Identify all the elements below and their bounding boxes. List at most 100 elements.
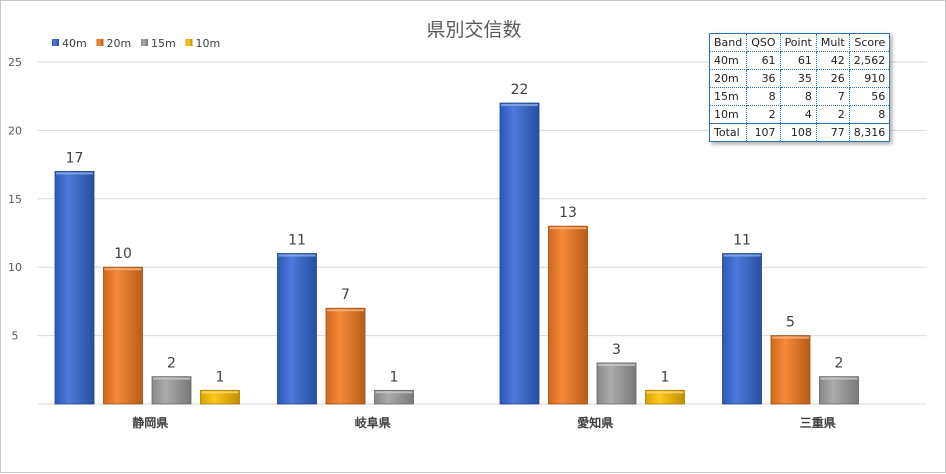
data-label-40m-0: 17 xyxy=(66,150,84,166)
bar-10m-0 xyxy=(200,389,240,405)
legend-label-40m: 40m xyxy=(62,37,87,50)
data-label-10m-2: 1 xyxy=(661,369,670,385)
summary-row: 15m 8 8 7 56 xyxy=(708,87,891,106)
summary-total-row: Total 107 108 77 8,316 xyxy=(708,123,891,142)
y-tick-label-20: 20 xyxy=(8,124,22,137)
bar-15m-0 xyxy=(151,376,192,405)
data-label-15m-2: 3 xyxy=(612,342,621,358)
data-label-40m-3: 11 xyxy=(733,233,751,249)
summary-total-cell: Total xyxy=(708,123,748,142)
bar-highlight-40m-2 xyxy=(501,104,538,107)
summary-cell: 26 xyxy=(815,69,850,88)
summary-header-cell: QSO xyxy=(746,33,781,52)
summary-cell: 20m xyxy=(708,69,748,88)
legend-swatch-10m xyxy=(185,39,193,46)
summary-cell: 10m xyxy=(708,105,748,124)
data-label-20m-2: 13 xyxy=(559,205,577,221)
y-tick-label-5: 5 xyxy=(12,330,19,343)
data-label-20m-3: 5 xyxy=(786,315,795,331)
summary-header-cell: Score xyxy=(848,33,891,52)
legend-label-10m: 10m xyxy=(196,37,221,50)
summary-row: 20m 36 35 26 910 xyxy=(708,69,891,88)
summary-total-cell: 8,316 xyxy=(848,123,891,142)
summary-header-cell: Band xyxy=(708,33,748,52)
summary-total-cell: 107 xyxy=(746,123,781,142)
data-label-15m-1: 1 xyxy=(390,369,399,385)
y-tick-label-10: 10 xyxy=(8,261,22,274)
bar-highlight-20m-0 xyxy=(104,268,142,271)
bar-highlight-15m-3 xyxy=(820,377,858,380)
bar-15m-3 xyxy=(819,376,859,405)
summary-cell: 910 xyxy=(848,69,891,88)
data-label-40m-2: 22 xyxy=(511,82,529,98)
summary-cell: 2 xyxy=(746,105,781,124)
summary-header-cell: Mult xyxy=(815,33,850,52)
bar-highlight-40m-3 xyxy=(723,254,761,257)
legend: 40m 20m 15m 10m xyxy=(52,37,220,50)
bar-highlight-40m-0 xyxy=(56,172,93,175)
bars xyxy=(54,102,859,405)
summary-cell: 56 xyxy=(848,87,891,106)
x-tick-label-2: 愛知県 xyxy=(577,415,613,430)
summary-cell: 35 xyxy=(779,69,817,88)
summary-table: Band QSO Point Mult Score 40m 61 61 42 2… xyxy=(708,33,891,142)
bar-20m-3 xyxy=(770,335,811,405)
summary-cell: 2 xyxy=(815,105,850,124)
summary-cell: 36 xyxy=(746,69,781,88)
legend-label-15m: 15m xyxy=(151,37,176,50)
summary-cell: 7 xyxy=(815,87,850,106)
summary-header-cell: Point xyxy=(779,33,817,52)
bar-40m-1 xyxy=(277,253,317,405)
legend-label-20m: 20m xyxy=(107,37,132,50)
data-label-15m-0: 2 xyxy=(167,356,176,372)
summary-total-cell: 77 xyxy=(815,123,850,142)
summary-cell: 8 xyxy=(848,105,891,124)
summary-header-row: Band QSO Point Mult Score xyxy=(708,33,891,52)
bar-10m-2 xyxy=(645,389,685,405)
y-tick-label-15: 15 xyxy=(8,193,22,206)
legend-swatch-20m xyxy=(96,39,104,46)
bar-15m-2 xyxy=(596,362,637,405)
bar-40m-2 xyxy=(499,102,540,405)
x-tick-label-1: 岐阜県 xyxy=(355,415,391,430)
data-label-40m-1: 11 xyxy=(288,233,306,249)
bar-highlight-20m-1 xyxy=(327,309,364,312)
bar-highlight-10m-0 xyxy=(201,391,239,394)
data-label-10m-0: 1 xyxy=(216,369,225,385)
data-label-20m-0: 10 xyxy=(114,246,132,262)
summary-total-cell: 108 xyxy=(779,123,817,142)
data-label-15m-3: 2 xyxy=(835,356,844,372)
x-tick-label-0: 静岡県 xyxy=(132,415,168,430)
summary-cell: 61 xyxy=(779,51,817,70)
legend-swatch-15m xyxy=(141,39,148,46)
legend-swatch-40m xyxy=(52,39,59,46)
summary-row: 10m 2 4 2 8 xyxy=(708,105,891,124)
bar-40m-3 xyxy=(722,253,762,405)
data-label-20m-1: 7 xyxy=(341,287,350,303)
bar-highlight-10m-2 xyxy=(646,391,684,394)
bar-20m-0 xyxy=(103,266,143,405)
summary-cell: 2,562 xyxy=(848,51,891,70)
bar-20m-1 xyxy=(325,307,366,405)
bar-highlight-15m-1 xyxy=(375,391,413,394)
summary-cell: 42 xyxy=(815,51,850,70)
bar-15m-1 xyxy=(374,389,414,405)
summary-cell: 61 xyxy=(746,51,781,70)
summary-row: 40m 61 61 42 2,562 xyxy=(708,51,891,70)
y-axis-ticks: 5 10 15 20 25 xyxy=(8,56,22,343)
bar-40m-0 xyxy=(54,171,95,405)
x-axis-labels: 静岡県 岐阜県 愛知県 三重県 xyxy=(132,415,836,430)
bar-highlight-15m-0 xyxy=(153,377,190,380)
summary-cell: 8 xyxy=(779,87,817,106)
summary-cell: 8 xyxy=(746,87,781,106)
x-tick-label-3: 三重県 xyxy=(800,415,836,430)
bar-highlight-20m-2 xyxy=(549,227,587,230)
bar-highlight-40m-1 xyxy=(278,254,316,257)
chart-title: 県別交信数 xyxy=(426,19,521,41)
bar-highlight-15m-2 xyxy=(598,363,635,366)
bar-20m-2 xyxy=(548,225,588,405)
bar-highlight-20m-3 xyxy=(772,336,809,339)
